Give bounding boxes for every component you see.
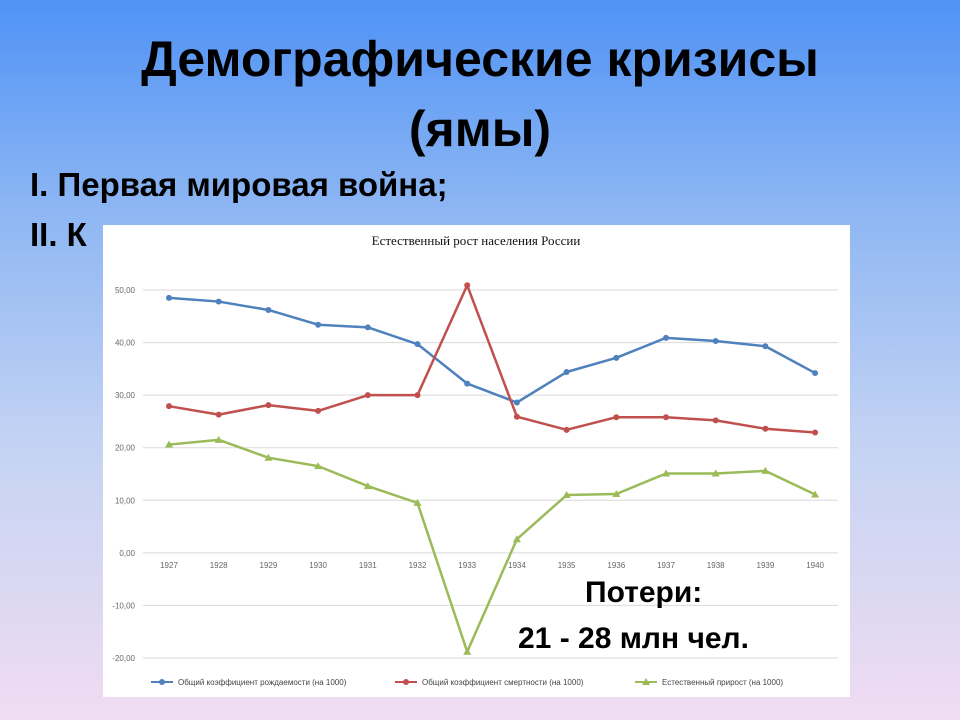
y-tick-label: 10,00 xyxy=(115,496,136,505)
data-point xyxy=(612,489,621,497)
data-point xyxy=(214,435,223,443)
data-point xyxy=(165,440,173,448)
x-tick-label: 1937 xyxy=(657,561,675,570)
data-point xyxy=(762,425,769,432)
data-point xyxy=(166,294,172,301)
legend-label: Общий коэффициент смертности (на 1000) xyxy=(422,678,584,687)
y-tick-label: 40,00 xyxy=(115,339,136,348)
data-point xyxy=(464,282,471,289)
data-point xyxy=(315,321,322,328)
y-tick-label: 20,00 xyxy=(115,444,136,453)
list-item-2: II. К xyxy=(30,216,87,253)
series-line xyxy=(168,284,816,434)
data-point xyxy=(712,417,719,424)
data-point xyxy=(613,354,620,361)
data-point xyxy=(512,535,521,543)
x-tick-label: 1931 xyxy=(359,561,377,570)
data-point xyxy=(761,466,770,474)
data-point xyxy=(314,462,323,470)
data-point xyxy=(712,337,719,344)
y-tick-label: 50,00 xyxy=(115,286,136,295)
x-tick-label: 1933 xyxy=(458,561,476,570)
data-point xyxy=(513,413,520,420)
page-title-line-2: (ямы) xyxy=(408,101,552,157)
data-point xyxy=(265,306,272,313)
data-point xyxy=(613,414,620,421)
legend-marker xyxy=(159,679,165,685)
data-point xyxy=(812,429,819,436)
data-point xyxy=(215,411,222,418)
data-point xyxy=(563,426,570,433)
data-point xyxy=(464,380,471,387)
data-point xyxy=(264,453,273,461)
page-title-line-1: Демографические кризисы xyxy=(141,31,819,87)
x-tick-label: 1929 xyxy=(260,561,278,570)
data-point xyxy=(363,482,372,490)
x-tick-label: 1938 xyxy=(707,561,725,570)
x-tick-label: 1936 xyxy=(607,561,625,570)
data-point xyxy=(662,469,670,477)
data-point xyxy=(812,370,819,377)
data-point xyxy=(663,334,669,341)
chart-svg: Естественный рост населения России 50,00 4… xyxy=(112,233,838,687)
legend-marker xyxy=(642,678,650,685)
x-tick-label: 1930 xyxy=(309,561,327,570)
chart-title: Естественный рост населения России xyxy=(372,233,581,248)
legend-marker xyxy=(403,679,409,685)
data-point xyxy=(811,490,820,498)
data-point xyxy=(315,407,322,414)
x-tick-label: 1932 xyxy=(409,561,427,570)
list-item-1: I. Первая мировая война; xyxy=(30,166,448,203)
losses-value: 21 - 28 млн чел. xyxy=(518,622,749,655)
data-point xyxy=(265,402,272,409)
legend-label: Общий коэффициент рождаемости (на 1000) xyxy=(178,678,347,687)
data-point xyxy=(413,498,422,506)
x-tick-label: 1928 xyxy=(210,561,228,570)
losses-label: Потери: xyxy=(585,576,703,609)
data-point xyxy=(762,343,769,350)
data-point xyxy=(513,399,520,406)
x-tick-label: 1934 xyxy=(508,561,526,570)
data-point xyxy=(414,392,421,399)
data-point xyxy=(663,414,669,421)
x-tick-label: 1939 xyxy=(757,561,775,570)
data-point xyxy=(215,298,222,305)
data-point xyxy=(364,324,371,331)
legend-label: Естественный прирост (на 1000) xyxy=(662,678,783,687)
data-point xyxy=(166,403,172,410)
x-tick-label: 1927 xyxy=(160,561,178,570)
y-tick-label: 0,00 xyxy=(119,549,135,558)
data-point xyxy=(711,469,720,477)
data-point xyxy=(563,369,570,376)
series-line xyxy=(168,438,816,653)
data-point xyxy=(562,491,571,499)
data-point xyxy=(463,647,472,655)
x-tick-label: 1940 xyxy=(806,561,824,570)
x-tick-label: 1935 xyxy=(558,561,576,570)
y-tick-label: 30,00 xyxy=(115,391,136,400)
y-tick-label: -20,00 xyxy=(112,654,135,663)
chart-panel: Естественный рост населения России 50,00 4… xyxy=(103,225,850,697)
data-point xyxy=(414,341,421,348)
series-line xyxy=(168,296,816,404)
y-tick-label: -10,00 xyxy=(112,601,135,610)
data-point xyxy=(364,392,371,399)
